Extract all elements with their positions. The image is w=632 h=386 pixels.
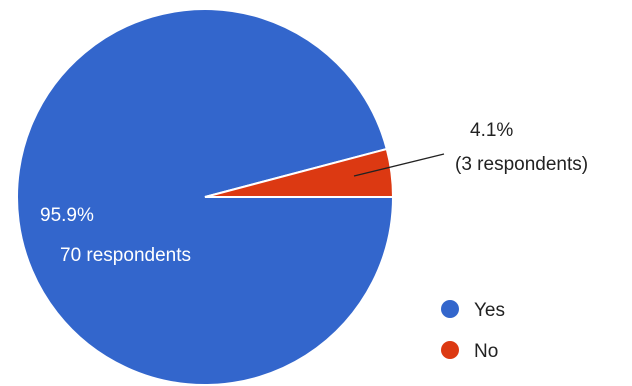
legend-label-no: No (474, 341, 498, 362)
legend: Yes No (441, 300, 505, 362)
yes-count-label: 70 respondents (60, 245, 191, 266)
legend-marker-no (441, 341, 459, 359)
yes-percent-label: 95.9% (40, 205, 94, 226)
pie-slice-no[interactable] (204, 147, 395, 198)
legend-item-yes[interactable]: Yes (441, 300, 505, 321)
legend-marker-yes (441, 300, 459, 318)
legend-label-yes: Yes (474, 300, 505, 321)
legend-item-no[interactable]: No (441, 341, 498, 362)
no-slice-leader-line (353, 153, 445, 177)
no-count-label: (3 respondents) (455, 154, 588, 175)
pie-slices (16, 8, 395, 386)
no-percent-label: 4.1% (470, 120, 513, 141)
